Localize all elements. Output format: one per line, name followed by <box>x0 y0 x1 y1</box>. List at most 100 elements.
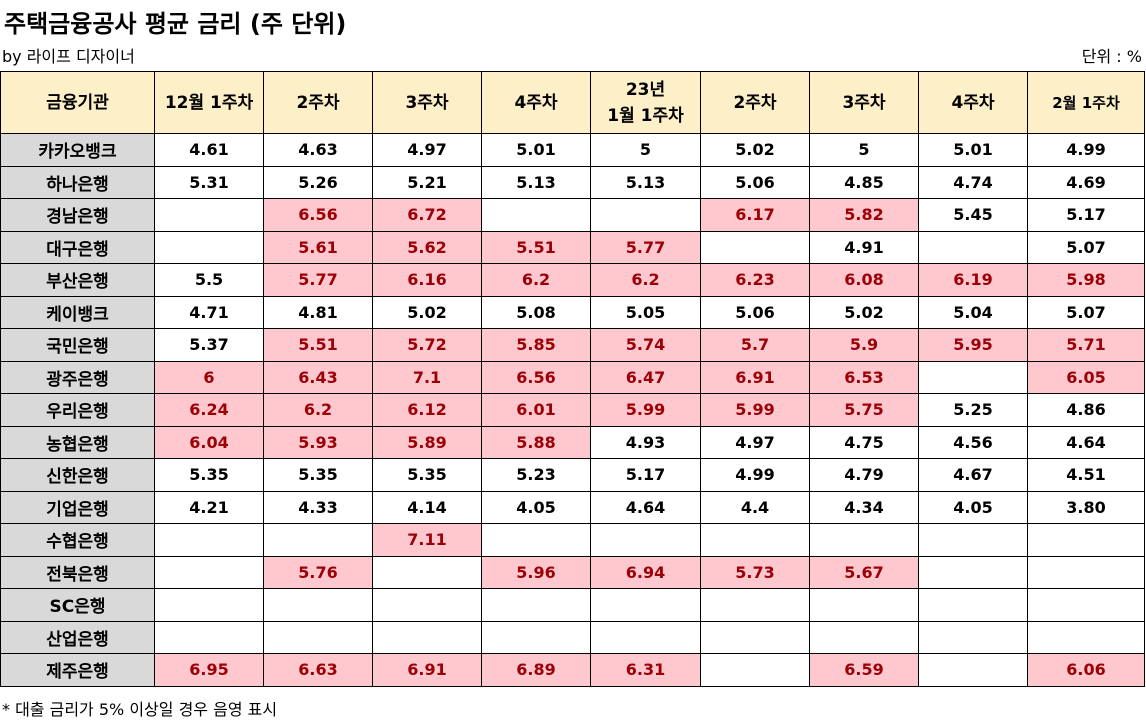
rate-cell: 6.95 <box>154 653 264 687</box>
rate-cell <box>918 230 1028 264</box>
table-row: 제주은행 6.95 6.63 6.91 6.89 6.31 6.59 6.06 <box>0 653 1145 687</box>
rate-cell <box>154 198 264 232</box>
bank-name-cell: 국민은행 <box>0 328 155 362</box>
rate-cell <box>481 620 591 654</box>
header-row: 금융기관 12월 1주차 2주차 3주차 4주차 23년 1월 1주차 2주차 3주차 4주차 2… <box>0 71 1145 134</box>
rate-cell: 4.69 <box>1027 165 1145 199</box>
bank-name-cell: 부산은행 <box>0 263 155 297</box>
rate-cell: 4.99 <box>700 458 810 492</box>
rate-cell <box>372 588 482 622</box>
rate-cell: 5.23 <box>481 458 591 492</box>
table-row: 산업은행 <box>0 620 1145 654</box>
rate-cell <box>809 523 919 557</box>
rate-cell: 5.72 <box>372 328 482 362</box>
rate-cell: 5.37 <box>154 328 264 362</box>
rate-cell: 6.47 <box>590 360 701 394</box>
header-week-line: 4주차 <box>514 92 558 113</box>
rate-cell: 5.71 <box>1027 328 1145 362</box>
footnote: * 대출 금리가 5% 이상일 경우 음영 표시 <box>2 700 278 719</box>
table-row: 광주은행 6 6.43 7.1 6.56 6.47 6.91 6.53 6.05 <box>0 360 1145 394</box>
rate-cell: 4.91 <box>809 230 919 264</box>
rate-cell <box>918 360 1028 394</box>
rate-cell: 4.86 <box>1027 393 1145 427</box>
rate-cell: 4.63 <box>263 133 373 167</box>
rate-cell <box>263 523 373 557</box>
header-week-line: 2월 1주차 <box>1052 93 1120 112</box>
header-week-7: 3주차 <box>809 71 919 134</box>
rate-cell: 5.13 <box>590 165 701 199</box>
rate-cell: 6.91 <box>700 360 810 394</box>
rate-cell: 5.82 <box>809 198 919 232</box>
rate-cell: 5.26 <box>263 165 373 199</box>
rate-cell: 4.81 <box>263 295 373 329</box>
rate-cell: 6.19 <box>918 263 1028 297</box>
rate-cell: 6.12 <box>372 393 482 427</box>
header-week-line: 3주차 <box>842 92 886 113</box>
rate-cell: 5.88 <box>481 425 591 459</box>
rate-cell: 4.61 <box>154 133 264 167</box>
rate-cell: 5.9 <box>809 328 919 362</box>
table-row: 대구은행 5.61 5.62 5.51 5.77 4.91 5.07 <box>0 230 1145 264</box>
rate-cell: 4.4 <box>700 490 810 524</box>
rate-cell: 5.74 <box>590 328 701 362</box>
rate-cell <box>918 620 1028 654</box>
table-row: 수협은행 7.11 <box>0 523 1145 557</box>
rate-cell: 5.51 <box>263 328 373 362</box>
rate-cell <box>590 198 701 232</box>
rate-cell <box>700 523 810 557</box>
header-week-line: 12월 1주차 <box>164 92 254 113</box>
rate-cell: 5.99 <box>700 393 810 427</box>
rate-cell <box>590 588 701 622</box>
rate-cell: 4.75 <box>809 425 919 459</box>
rate-cell: 5.85 <box>481 328 591 362</box>
rate-cell <box>809 588 919 622</box>
rate-cell: 6 <box>154 360 264 394</box>
rate-cell: 6.53 <box>809 360 919 394</box>
rate-table: 금융기관 12월 1주차 2주차 3주차 4주차 23년 1월 1주차 2주차 3주차 4주차 2… <box>0 71 1145 687</box>
rate-cell: 5.13 <box>481 165 591 199</box>
rate-cell <box>1027 555 1145 589</box>
header-week-3: 3주차 <box>372 71 482 134</box>
rate-cell <box>154 523 264 557</box>
bank-name-cell: 우리은행 <box>0 393 155 427</box>
header-week-2: 2주차 <box>263 71 373 134</box>
rate-cell: 4.51 <box>1027 458 1145 492</box>
bank-name-cell: 케이뱅크 <box>0 295 155 329</box>
rate-cell: 6.16 <box>372 263 482 297</box>
rate-cell: 4.97 <box>372 133 482 167</box>
rate-cell <box>154 588 264 622</box>
byline: by 라이프 디자이너 <box>2 47 135 66</box>
rate-cell: 4.85 <box>809 165 919 199</box>
rate-cell: 6.2 <box>263 393 373 427</box>
rate-cell: 5.35 <box>372 458 482 492</box>
rate-cell: 6.2 <box>590 263 701 297</box>
table-row: 전북은행 5.76 5.96 6.94 5.73 5.67 <box>0 555 1145 589</box>
rate-cell <box>918 555 1028 589</box>
rate-cell: 5.02 <box>700 133 810 167</box>
rate-cell: 3.80 <box>1027 490 1145 524</box>
table-row: 신한은행 5.35 5.35 5.35 5.23 5.17 4.99 4.79 4.67 4.51 <box>0 458 1145 492</box>
rate-cell: 4.93 <box>590 425 701 459</box>
header-week-line: 2주차 <box>733 92 777 113</box>
bank-name-cell: 농협은행 <box>0 425 155 459</box>
rate-cell: 6.91 <box>372 653 482 687</box>
rate-cell: 6.08 <box>809 263 919 297</box>
rate-cell: 5.06 <box>700 295 810 329</box>
table-row: 기업은행 4.21 4.33 4.14 4.05 4.64 4.4 4.34 4.05 3.80 <box>0 490 1145 524</box>
bank-name-cell: 산업은행 <box>0 620 155 654</box>
rate-cell: 4.97 <box>700 425 810 459</box>
header-week-line: 23년 <box>625 79 666 100</box>
header-week-4: 4주차 <box>481 71 591 134</box>
rate-cell: 4.05 <box>918 490 1028 524</box>
header-week-9: 2월 1주차 <box>1027 71 1145 134</box>
rate-cell <box>372 555 482 589</box>
rate-cell <box>154 555 264 589</box>
bank-name-cell: 대구은행 <box>0 230 155 264</box>
rate-cell: 6.01 <box>481 393 591 427</box>
rate-cell: 4.64 <box>590 490 701 524</box>
rate-cell: 5.51 <box>481 230 591 264</box>
rate-cell: 5.05 <box>590 295 701 329</box>
rate-cell <box>372 620 482 654</box>
page-title: 주택금융공사 평균 금리 (주 단위) <box>4 10 347 38</box>
rate-cell: 5 <box>809 133 919 167</box>
